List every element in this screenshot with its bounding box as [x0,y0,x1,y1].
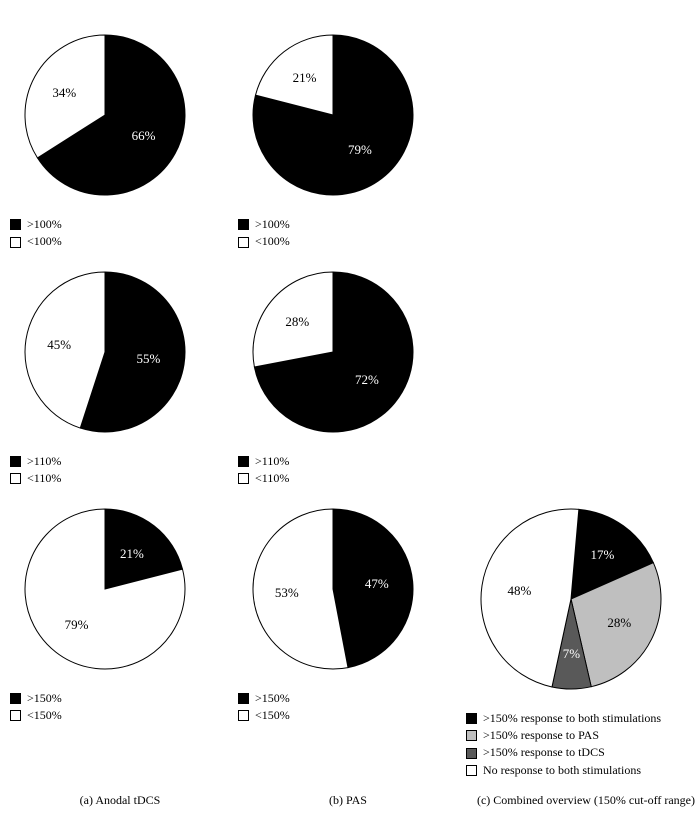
legend-row: <100% [238,233,290,250]
pie-panel-grid: 66%34% >100% <100% 79%21% >100% <100% 55… [10,20,686,808]
legend-row: >150% response to both stimulations [466,710,661,727]
legend-swatch [238,710,249,721]
legend-label: >110% [255,453,289,470]
grid-cell: 55%45% >110% <110% [10,257,230,488]
legend-swatch [238,473,249,484]
legend-row: <110% [10,470,61,487]
pie-chart: 55%45% [10,257,200,447]
grid-cell: 47%53% >150% <150% [238,494,458,780]
legend-swatch [238,693,249,704]
legend-row: >100% [10,216,62,233]
grid-cell: 21%79% >150% <150% [10,494,230,780]
legend-label: >110% [27,453,61,470]
chart-legend: >150% <150% [10,690,62,725]
legend-label: >150% response to PAS [483,727,599,744]
legend-label: No response to both stimulations [483,762,641,779]
legend-label: <150% [27,707,62,724]
legend-label: >150% [255,690,290,707]
legend-row: >150% response to PAS [466,727,661,744]
legend-label: >150% [27,690,62,707]
legend-swatch [466,713,477,724]
legend-row: <150% [10,707,62,724]
legend-label: <110% [27,470,61,487]
pie-chart: 72%28% [238,257,428,447]
legend-swatch [10,710,21,721]
legend-swatch [238,237,249,248]
pie-slice [333,509,413,668]
grid-cell: 72%28% >110% <110% [238,257,458,488]
grid-cell: 79%21% >100% <100% [238,20,458,251]
legend-swatch [10,473,21,484]
column-caption: (b) PAS [238,793,458,808]
grid-cell [466,20,696,251]
legend-swatch [466,765,477,776]
chart-legend: >150% response to both stimulations >150… [466,710,661,780]
legend-row: >100% [238,216,290,233]
pie-chart: 79%21% [238,20,428,210]
legend-label: >150% response to tDCS [483,744,605,761]
pie-chart: 21%79% [10,494,200,684]
legend-row: <150% [238,707,290,724]
grid-cell [466,257,696,488]
chart-legend: >100% <100% [10,216,62,251]
legend-row: <110% [238,470,289,487]
legend-swatch [238,456,249,467]
legend-swatch [238,219,249,230]
legend-row: >150% [238,690,290,707]
legend-label: >150% response to both stimulations [483,710,661,727]
legend-label: <150% [255,707,290,724]
legend-swatch [10,693,21,704]
chart-legend: >110% <110% [238,453,289,488]
caption-row: (a) Anodal tDCS (b) PAS (c) Combined overv… [10,793,696,808]
grid-cell: 17%28%7%48% >150% response to both stimu… [466,494,696,780]
column-caption: (a) Anodal tDCS [10,793,230,808]
legend-row: >110% [10,453,61,470]
legend-swatch [10,237,21,248]
pie-chart: 47%53% [238,494,428,684]
pie-chart: 17%28%7%48% [466,494,676,704]
legend-label: >100% [255,216,290,233]
legend-swatch [10,456,21,467]
column-caption: (c) Combined overview (150% cut-off rang… [466,793,696,808]
pie-slice [253,272,333,367]
legend-row: >110% [238,453,289,470]
legend-swatch [10,219,21,230]
grid-cell: 66%34% >100% <100% [10,20,230,251]
legend-row: >150% response to tDCS [466,744,661,761]
chart-legend: >100% <100% [238,216,290,251]
legend-row: <100% [10,233,62,250]
chart-legend: >110% <110% [10,453,61,488]
legend-label: >100% [27,216,62,233]
legend-swatch [466,730,477,741]
legend-label: <100% [255,233,290,250]
legend-label: <100% [27,233,62,250]
pie-chart: 66%34% [10,20,200,210]
legend-row: >150% [10,690,62,707]
legend-swatch [466,748,477,759]
chart-legend: >150% <150% [238,690,290,725]
legend-row: No response to both stimulations [466,762,661,779]
legend-label: <110% [255,470,289,487]
